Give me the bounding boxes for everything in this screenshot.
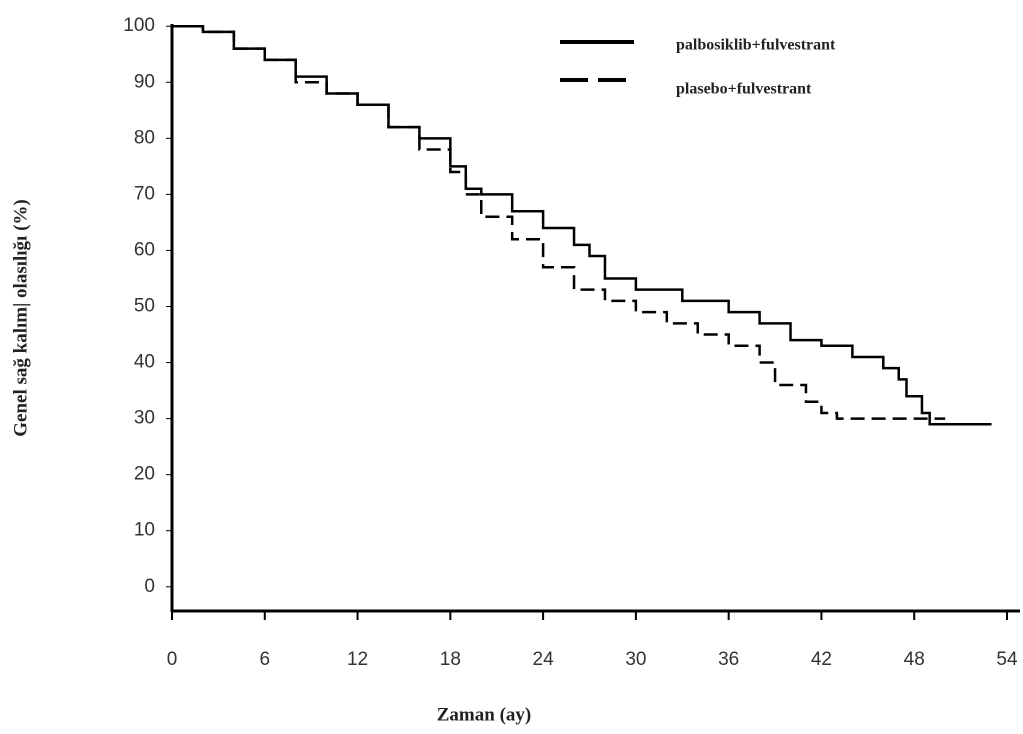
y-tick-label: 70 [134,183,155,204]
x-tick-label: 48 [904,649,925,670]
y-tick-label: 80 [134,127,155,148]
survival-line [172,24,992,426]
y-tick-label: 50 [134,296,155,317]
y-tick-label: 100 [123,15,155,36]
x-tick-label: 24 [533,649,555,670]
x-tick-label: 54 [996,649,1018,670]
legend-label: plasebo+fulvestrant [676,81,812,98]
y-tick-label: 30 [134,408,155,429]
survival-line [172,24,946,420]
x-tick-label: 30 [625,649,646,670]
y-tick-label: 60 [134,239,155,260]
y-tick-label: 20 [134,464,155,485]
x-tick-label: 42 [811,649,832,670]
x-tick-label: 0 [167,649,178,670]
legend-label: palbosiklib+fulvestrant [676,37,836,54]
y-tick-label: 90 [134,71,155,92]
x-tick-label: 12 [347,649,368,670]
x-tick-label: 36 [718,649,739,670]
x-tick-label: 18 [440,649,461,670]
y-tick-label: 40 [134,352,155,373]
x-tick-label: 6 [259,649,270,670]
y-tick-label: 10 [134,520,155,541]
x-axis-title: Zaman (ay) [437,704,531,725]
y-tick-label: 0 [144,576,155,597]
y-axis-title: Genel sağ kalım| olasılığı (%) [10,199,31,436]
